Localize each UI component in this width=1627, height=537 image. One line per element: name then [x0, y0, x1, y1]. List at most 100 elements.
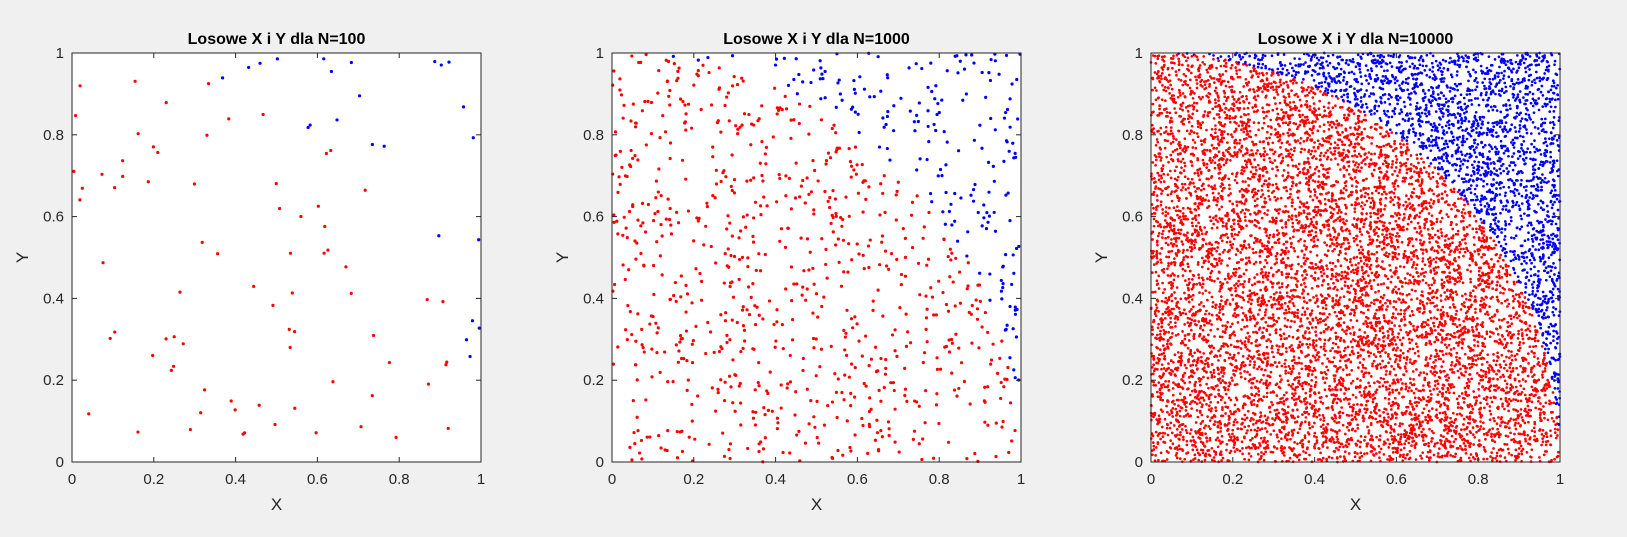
point-outside	[477, 238, 481, 242]
point-inside	[757, 313, 761, 317]
y-tick-label: 1	[596, 45, 604, 62]
point-inside	[780, 108, 784, 112]
point-outside	[1498, 78, 1502, 82]
point-inside	[1556, 450, 1560, 454]
point-inside	[1307, 183, 1311, 187]
point-inside	[1334, 104, 1337, 108]
point-outside	[1548, 275, 1552, 279]
point-inside	[735, 320, 739, 325]
point-inside	[1386, 165, 1390, 168]
point-inside	[1452, 203, 1455, 207]
point-outside	[1553, 273, 1556, 276]
point-inside	[322, 251, 326, 255]
point-inside	[1323, 338, 1327, 342]
point-inside	[1289, 325, 1292, 329]
point-inside	[690, 342, 694, 346]
point-outside	[1539, 153, 1543, 156]
point-inside	[1303, 244, 1306, 247]
point-inside	[1387, 446, 1391, 449]
point-inside	[1256, 149, 1259, 152]
point-inside	[1382, 282, 1386, 285]
point-inside	[745, 179, 749, 183]
point-inside	[1509, 373, 1512, 377]
point-inside	[1179, 430, 1182, 434]
point-inside	[641, 221, 645, 225]
point-inside	[1548, 399, 1551, 403]
point-inside	[736, 132, 740, 136]
point-inside	[1177, 444, 1181, 448]
point-inside	[1263, 196, 1267, 200]
point-inside	[1290, 214, 1294, 217]
point-inside	[1286, 284, 1290, 287]
point-inside	[1261, 420, 1265, 424]
point-inside	[632, 431, 636, 435]
point-inside	[711, 193, 715, 198]
point-inside	[1393, 255, 1397, 259]
point-inside	[1545, 387, 1549, 390]
point-inside	[1247, 101, 1251, 105]
point-outside	[1294, 64, 1298, 67]
point-inside	[1412, 391, 1416, 395]
point-outside	[1323, 80, 1327, 84]
point-outside	[1370, 69, 1374, 73]
point-inside	[1328, 337, 1332, 340]
point-inside	[1339, 168, 1342, 171]
point-inside	[627, 268, 631, 272]
point-inside	[635, 241, 639, 245]
point-inside	[1263, 82, 1266, 86]
point-inside	[1334, 342, 1338, 346]
point-inside	[1290, 89, 1293, 92]
point-inside	[853, 315, 857, 319]
point-inside	[1446, 407, 1450, 411]
point-inside	[692, 239, 696, 243]
point-inside	[1342, 321, 1346, 324]
point-inside	[1352, 217, 1356, 220]
point-inside	[1156, 199, 1159, 202]
point-inside	[1509, 399, 1513, 403]
point-outside	[1520, 194, 1524, 198]
point-outside	[1431, 77, 1435, 80]
point-inside	[1322, 114, 1326, 117]
point-inside	[1408, 449, 1412, 453]
point-outside	[1512, 152, 1516, 155]
point-inside	[757, 442, 761, 446]
point-inside	[829, 344, 833, 348]
point-outside	[1449, 73, 1453, 77]
point-inside	[1263, 205, 1266, 209]
point-inside	[1183, 457, 1187, 461]
point-outside	[920, 66, 924, 71]
point-inside	[1252, 69, 1256, 73]
point-inside	[761, 317, 765, 321]
point-inside	[809, 190, 814, 194]
point-outside	[1498, 193, 1502, 196]
point-outside	[935, 112, 939, 117]
point-inside	[1259, 288, 1262, 292]
point-inside	[1417, 161, 1420, 165]
point-outside	[1219, 55, 1223, 58]
point-outside	[938, 167, 943, 172]
point-outside	[929, 61, 933, 65]
point-inside	[762, 195, 766, 199]
point-outside	[1447, 104, 1450, 108]
point-inside	[1333, 141, 1337, 144]
point-outside	[1004, 53, 1009, 58]
point-inside	[1216, 436, 1220, 440]
point-inside	[916, 261, 921, 266]
point-inside	[761, 179, 765, 183]
point-inside	[781, 450, 785, 455]
point-inside	[1308, 108, 1311, 111]
point-inside	[651, 263, 656, 268]
point-inside	[1458, 412, 1462, 416]
point-outside	[1304, 61, 1307, 64]
point-inside	[1296, 196, 1300, 200]
point-outside	[1472, 179, 1475, 183]
point-outside	[1479, 203, 1483, 207]
point-inside	[654, 179, 658, 183]
point-inside	[857, 339, 861, 343]
point-outside	[1495, 71, 1499, 75]
point-outside	[1387, 115, 1391, 119]
point-inside	[849, 317, 854, 321]
point-inside	[1355, 137, 1358, 141]
point-outside	[823, 96, 827, 100]
point-inside	[686, 102, 691, 106]
